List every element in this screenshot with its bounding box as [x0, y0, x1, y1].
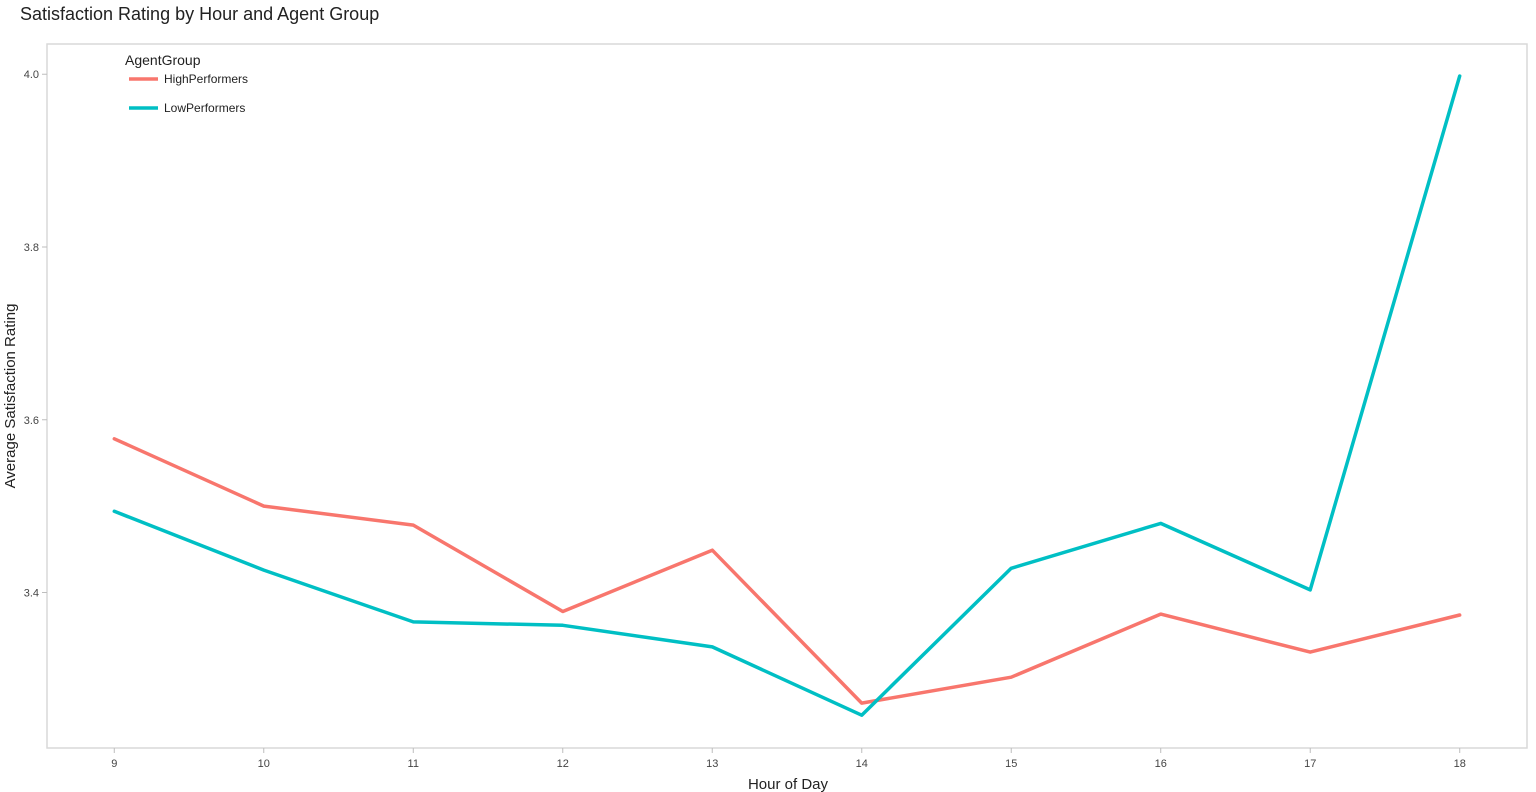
chart-title: Satisfaction Rating by Hour and Agent Gr…	[20, 4, 380, 24]
legend: AgentGroup HighPerformers LowPerformers	[125, 52, 248, 115]
series-line-highperformers	[112, 437, 1462, 705]
series-line-lowperformers	[112, 74, 1462, 717]
x-tick-label: 16	[1155, 758, 1167, 770]
x-tick-label: 12	[557, 758, 569, 770]
y-tick-label: 3.6	[24, 415, 39, 427]
plot-frame	[46, 43, 1528, 749]
x-tick-label: 17	[1304, 758, 1316, 770]
y-axis-title: Average Satisfaction Rating	[2, 304, 19, 489]
x-tick-label: 15	[1005, 758, 1017, 770]
x-axis-ticks: 9 10 11 12 13 14 15 16 17 18	[111, 748, 1466, 770]
y-tick-label: 3.8	[24, 242, 39, 254]
x-tick-label: 9	[111, 758, 117, 770]
x-tick-label: 18	[1454, 758, 1466, 770]
legend-label-highperformers: HighPerformers	[164, 72, 248, 86]
legend-title: AgentGroup	[125, 52, 201, 68]
x-axis-title: Hour of Day	[748, 776, 829, 792]
y-tick-label: 4.0	[24, 69, 39, 81]
y-tick-label: 3.4	[24, 588, 39, 600]
x-tick-label: 13	[706, 758, 718, 770]
series-lines	[112, 74, 1462, 717]
x-tick-label: 14	[856, 758, 868, 770]
y-axis-ticks: 3.4 3.6 3.8 4.0	[24, 69, 47, 600]
legend-label-lowperformers: LowPerformers	[164, 101, 245, 115]
x-tick-label: 10	[258, 758, 270, 770]
x-tick-label: 11	[408, 758, 419, 770]
